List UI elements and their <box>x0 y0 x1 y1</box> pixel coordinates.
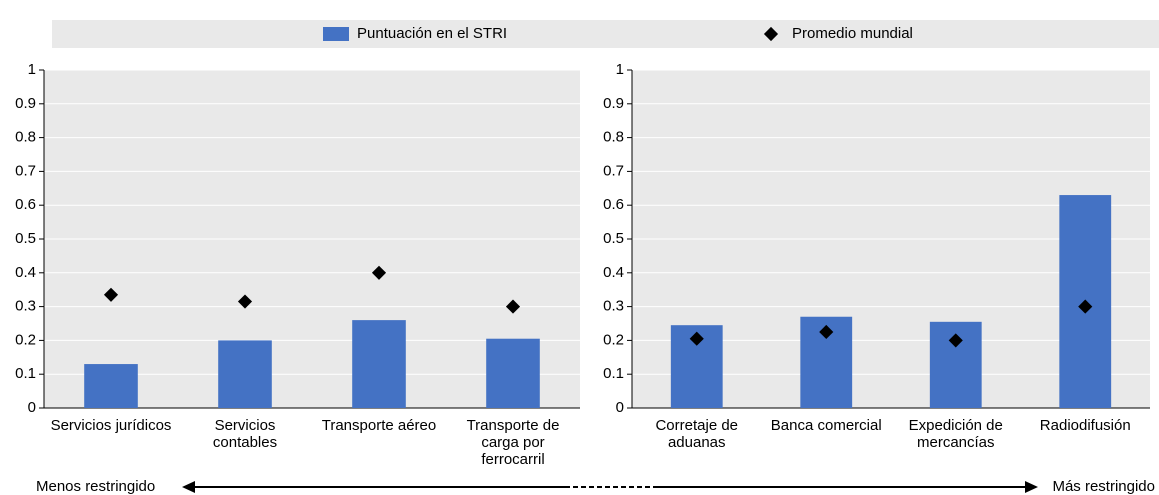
y-tick-label: 0.1 <box>603 365 624 382</box>
y-tick-label: 1 <box>28 61 36 78</box>
legend-marker <box>763 26 779 42</box>
annotation: Menos restringido <box>36 478 156 495</box>
y-tick-label: 1 <box>616 61 624 78</box>
x-tick-label: Radiodifusión <box>1039 417 1131 434</box>
y-tick-label: 0.4 <box>603 264 624 281</box>
bar <box>84 364 138 408</box>
diamond-marker <box>371 265 387 280</box>
x-tick-label: Expedición de mercancías <box>908 417 1003 451</box>
diamond-marker <box>237 294 253 309</box>
y-tick-label: 0.9 <box>603 95 624 112</box>
y-tick-label: 0.2 <box>15 331 36 348</box>
x-tick-label: Corretaje de aduanas <box>655 417 739 451</box>
y-tick-label: 0.5 <box>603 230 624 247</box>
legend-label: Puntuación en el STRI <box>357 25 507 42</box>
diamond-marker <box>819 324 834 340</box>
y-tick-label: 0.3 <box>603 298 624 315</box>
y-tick-label: 0.9 <box>15 95 36 112</box>
diamond-marker <box>505 299 521 314</box>
y-tick-label: 0.8 <box>15 129 36 146</box>
bar <box>218 340 272 408</box>
y-tick-label: 0.1 <box>15 365 36 382</box>
y-tick-label: 0.5 <box>15 230 36 247</box>
diamond-marker <box>103 287 119 302</box>
y-tick-label: 0.7 <box>603 162 624 179</box>
diamond-marker <box>689 331 704 346</box>
x-tick-label: Servicios contables <box>212 417 278 451</box>
y-tick-label: 0.6 <box>603 196 624 213</box>
y-tick-label: 0.6 <box>15 196 36 213</box>
x-tick-label: Transporte de carga por ferrocarril <box>466 417 560 468</box>
annotation: Más restringido <box>1052 478 1155 495</box>
x-tick-label: Transporte aéreo <box>321 417 437 434</box>
legend-band <box>52 20 1159 48</box>
x-tick-label: Servicios jurídicos <box>50 417 172 434</box>
arrow-head <box>1025 481 1038 493</box>
legend-label: Promedio mundial <box>792 25 913 42</box>
bar <box>352 320 406 408</box>
y-tick-label: 0.4 <box>15 264 36 281</box>
y-tick-label: 0.2 <box>603 331 624 348</box>
legend-swatch <box>323 27 349 41</box>
y-tick-label: 0.3 <box>15 298 36 315</box>
y-tick-label: 0 <box>28 399 36 416</box>
y-tick-label: 0.8 <box>603 129 624 146</box>
arrow-head <box>182 481 195 493</box>
y-tick-label: 0.7 <box>15 162 36 179</box>
y-tick-label: 0 <box>616 399 624 416</box>
diamond-marker <box>1078 299 1093 314</box>
bar <box>486 338 540 408</box>
diamond-marker <box>948 333 963 348</box>
x-tick-label: Banca comercial <box>770 417 882 434</box>
